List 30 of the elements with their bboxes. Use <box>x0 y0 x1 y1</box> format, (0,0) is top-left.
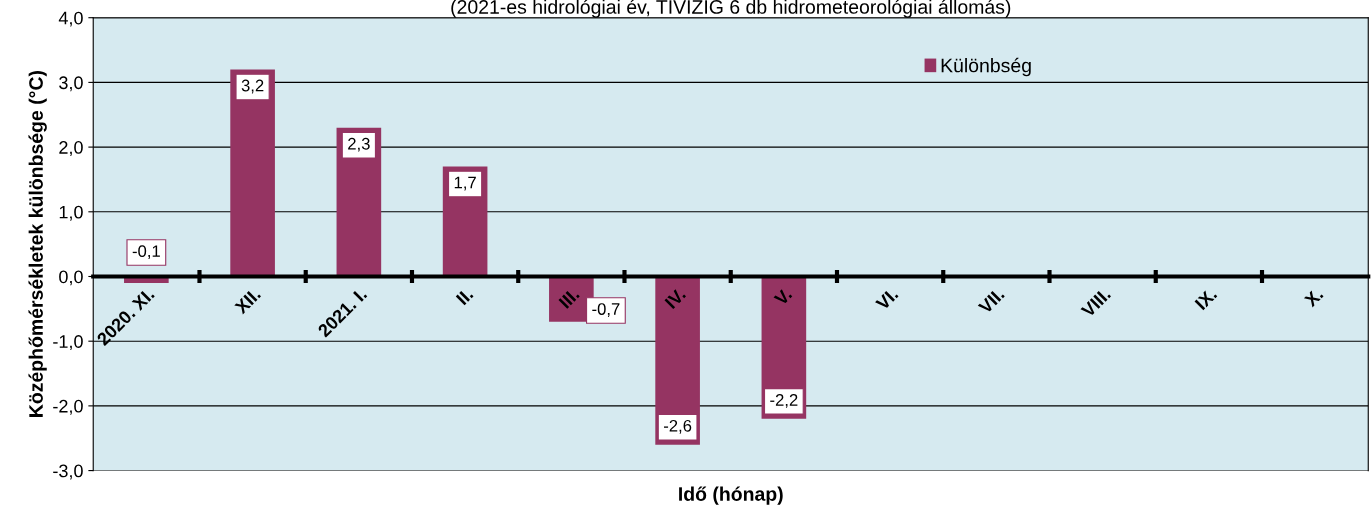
x-tick-label: X. <box>1303 287 1324 308</box>
data-label: 1,7 <box>454 176 476 191</box>
y-tick-label: -2,0 <box>53 399 83 415</box>
y-tick-label: 1,0 <box>59 205 83 221</box>
data-label: -2,2 <box>770 394 798 408</box>
y-tick-label: 3,0 <box>59 76 83 92</box>
chart-title: (2021-es hidrológiai év, TIVIZIG 6 db hidrometeorológiai állomás) <box>451 0 1011 18</box>
data-label: -0,7 <box>592 303 620 317</box>
y-tick-label: -1,0 <box>53 335 83 351</box>
bar <box>230 69 275 277</box>
data-label: 3,2 <box>241 79 264 94</box>
legend-label: Különbség <box>941 57 1031 77</box>
x-axis-title: Idő (hónap) <box>679 486 783 505</box>
data-label: -2,6 <box>664 419 692 434</box>
x-tick-label: II. <box>455 287 474 306</box>
y-tick-label: -3,0 <box>53 464 83 480</box>
x-tick-label: IX. <box>1194 287 1218 311</box>
y-axis-title: Középhőmérsékletek különbsége (°C) <box>28 71 47 417</box>
x-tick-label: VI. <box>875 287 899 311</box>
x-tick-label: V. <box>773 287 793 307</box>
y-tick-label: 4,0 <box>58 11 83 27</box>
x-tick-label: VII. <box>977 287 1005 315</box>
y-tick-label: 2,0 <box>59 141 83 156</box>
x-tick-label: IV. <box>664 287 686 310</box>
data-label: 2,3 <box>348 137 370 152</box>
x-tick-label: III. <box>558 287 580 309</box>
data-label: -0,1 <box>132 245 160 259</box>
y-tick-label: 0,0 <box>59 270 83 286</box>
x-tick-label: VIII. <box>1080 287 1111 319</box>
x-tick-label: XII. <box>234 287 261 315</box>
